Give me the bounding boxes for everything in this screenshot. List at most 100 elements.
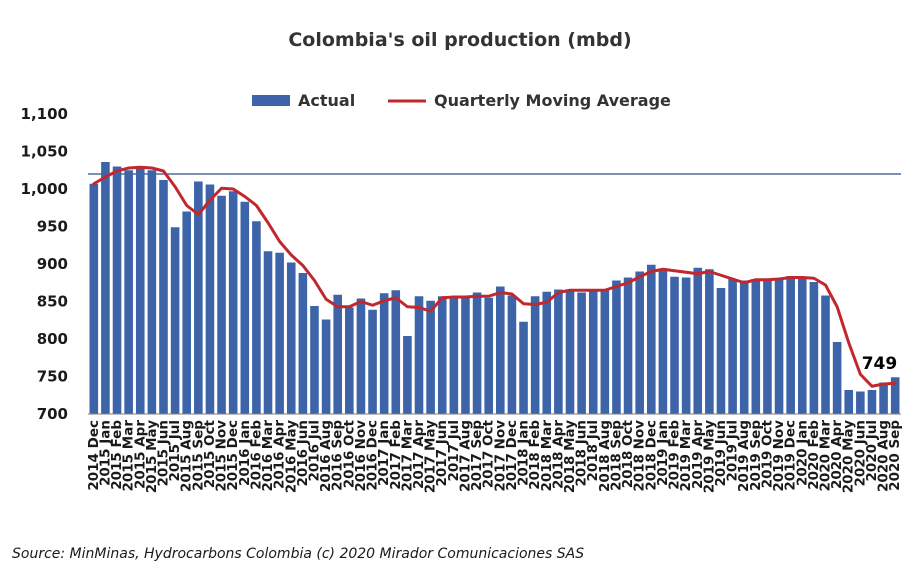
bar <box>821 295 830 414</box>
y-tick-label: 850 <box>37 293 68 311</box>
x-tick-label: 2020 Apr <box>829 420 845 489</box>
x-tick-label: 2017 Mar <box>399 420 415 492</box>
x-tick-label: 2019 Sep <box>748 420 764 491</box>
bar <box>635 271 644 414</box>
bar <box>333 294 342 414</box>
x-tick-label: 2018 Sep <box>608 420 624 491</box>
bar <box>705 269 714 414</box>
bar <box>751 279 761 414</box>
bar <box>437 296 447 414</box>
source-note: Source: MinMinas, Hydrocarbons Colombia … <box>12 546 584 562</box>
x-tick-label: 2020 May <box>841 420 857 493</box>
x-tick-label: 2019 Jun <box>713 420 729 487</box>
legend: Actual Quarterly Moving Average <box>252 91 671 110</box>
bar <box>310 306 319 414</box>
y-tick-label: 1,050 <box>21 143 68 161</box>
x-tick-label: 2017 Apr <box>411 420 427 489</box>
x-tick-label: 2016 Mar <box>260 420 276 492</box>
bar <box>426 300 435 414</box>
data-label: 749 <box>862 354 898 374</box>
bar <box>275 252 284 414</box>
x-tick-label: 2018 Jul <box>585 420 601 482</box>
moving-average-line <box>92 165 897 388</box>
bar <box>542 291 552 414</box>
bar <box>379 293 389 414</box>
x-tick-label: 2015 Jan <box>97 420 113 486</box>
x-tick-label: 2019 Apr <box>690 420 706 489</box>
bar <box>135 167 145 414</box>
x-tick-label: 2016 May <box>283 420 299 493</box>
bar <box>252 221 261 414</box>
x-tick-label: 2018 Dec <box>643 420 659 491</box>
x-tick-label: 2020 Jan <box>794 420 810 486</box>
x-tick-label: 2017 Aug <box>457 420 473 492</box>
bar <box>182 211 192 414</box>
x-tick-label: 2017 Oct <box>481 419 497 488</box>
x-tick-label: 2020 Feb <box>806 420 822 490</box>
y-tick-label: 800 <box>37 330 68 348</box>
x-tick-label: 2017 Dec <box>504 420 520 491</box>
y-tick-label: 950 <box>37 218 68 236</box>
bar <box>449 297 459 414</box>
x-tick-label: 2018 May <box>562 420 578 493</box>
x-tick-label: 2016 Aug <box>318 420 334 492</box>
bar <box>797 279 807 414</box>
bar <box>496 286 505 414</box>
bar <box>856 391 865 414</box>
bar <box>530 296 540 414</box>
x-tick-label: 2016 Oct <box>341 419 357 488</box>
x-tick-label: 2019 Aug <box>736 420 752 492</box>
bar <box>101 162 110 414</box>
line-series-moving-average <box>92 165 897 388</box>
x-tick-label: 2018 Mar <box>539 420 555 492</box>
bar <box>159 180 168 414</box>
bar <box>89 183 99 414</box>
bar <box>124 170 133 414</box>
x-tick-label: 2018 Aug <box>597 420 613 492</box>
bar <box>519 321 528 414</box>
x-tick-label: 2018 Jan <box>516 420 532 486</box>
x-tick-label: 2015 Feb <box>109 420 125 490</box>
bar <box>763 279 772 414</box>
legend-label-moving-average: Quarterly Moving Average <box>434 91 671 110</box>
bar <box>356 298 366 414</box>
bar <box>890 377 900 414</box>
bar <box>217 195 226 414</box>
bar <box>321 319 331 414</box>
bar <box>286 262 296 414</box>
x-tick-label: 2020 Jul <box>864 420 880 482</box>
x-tick-label: 2015 Aug <box>179 420 195 492</box>
x-tick-label: 2015 Jun <box>155 420 171 487</box>
chart-title: Colombia's oil production (mbd) <box>288 29 631 51</box>
bar <box>774 278 784 414</box>
bar <box>461 296 470 414</box>
x-tick-label: 2018 Apr <box>550 420 566 489</box>
bar <box>263 251 273 414</box>
bar <box>472 292 482 414</box>
bar <box>414 296 424 414</box>
bar <box>368 309 377 414</box>
bar <box>739 280 749 414</box>
y-axis: 700 750 800 850 900 950 1,000 1,050 1,100 <box>21 105 68 423</box>
bar <box>658 270 668 414</box>
y-tick-label: 1,000 <box>21 180 68 198</box>
bar <box>170 227 180 414</box>
x-tick-label: 2016 Jul <box>306 420 322 482</box>
bar <box>809 282 819 414</box>
x-tick-label: 2017 May <box>423 420 439 493</box>
bar <box>507 295 517 414</box>
bar <box>670 276 679 414</box>
bar <box>844 390 854 414</box>
x-tick-label: 2017 Jul <box>446 420 462 482</box>
x-tick-label: 2018 Oct <box>620 419 636 488</box>
x-tick-label: 2019 Feb <box>667 420 683 490</box>
bar <box>403 336 412 414</box>
x-tick-label: 2016 Nov <box>353 420 369 492</box>
x-tick-label: 2018 Jun <box>574 420 590 487</box>
x-tick-label: 2016 Dec <box>365 420 381 491</box>
x-tick-label: 2019 May <box>701 420 717 493</box>
x-tick-label: 2017 Jun <box>434 420 450 487</box>
x-tick-label: 2019 Nov <box>771 420 787 492</box>
